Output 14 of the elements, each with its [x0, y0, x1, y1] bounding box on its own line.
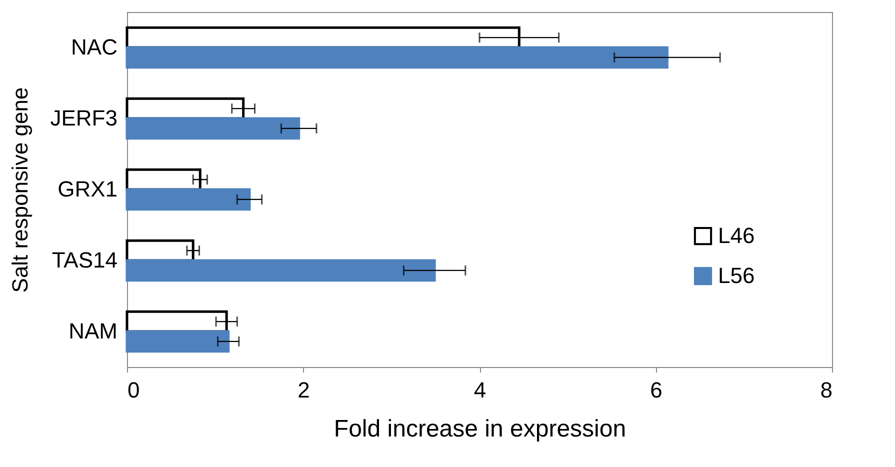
y-axis-title: Salt responsive gene: [7, 87, 32, 293]
x-tick-label: 6: [650, 378, 662, 402]
x-tick-label: 2: [298, 378, 310, 402]
x-axis-title: Fold increase in expression: [334, 416, 626, 442]
x-tick-label: 8: [820, 378, 832, 402]
y-tick-label: NAM: [68, 318, 118, 344]
legend-label: L56: [718, 263, 755, 288]
x-tick-label: 4: [474, 378, 486, 402]
y-tick-label: JERF3: [50, 106, 118, 130]
legend-label: L46: [718, 223, 755, 248]
y-tick-label: TAS14: [52, 248, 118, 272]
x-tick-label: 0: [128, 378, 140, 402]
y-tick-label: GRX1: [58, 176, 118, 202]
y-tick-label: NAC: [71, 34, 118, 60]
